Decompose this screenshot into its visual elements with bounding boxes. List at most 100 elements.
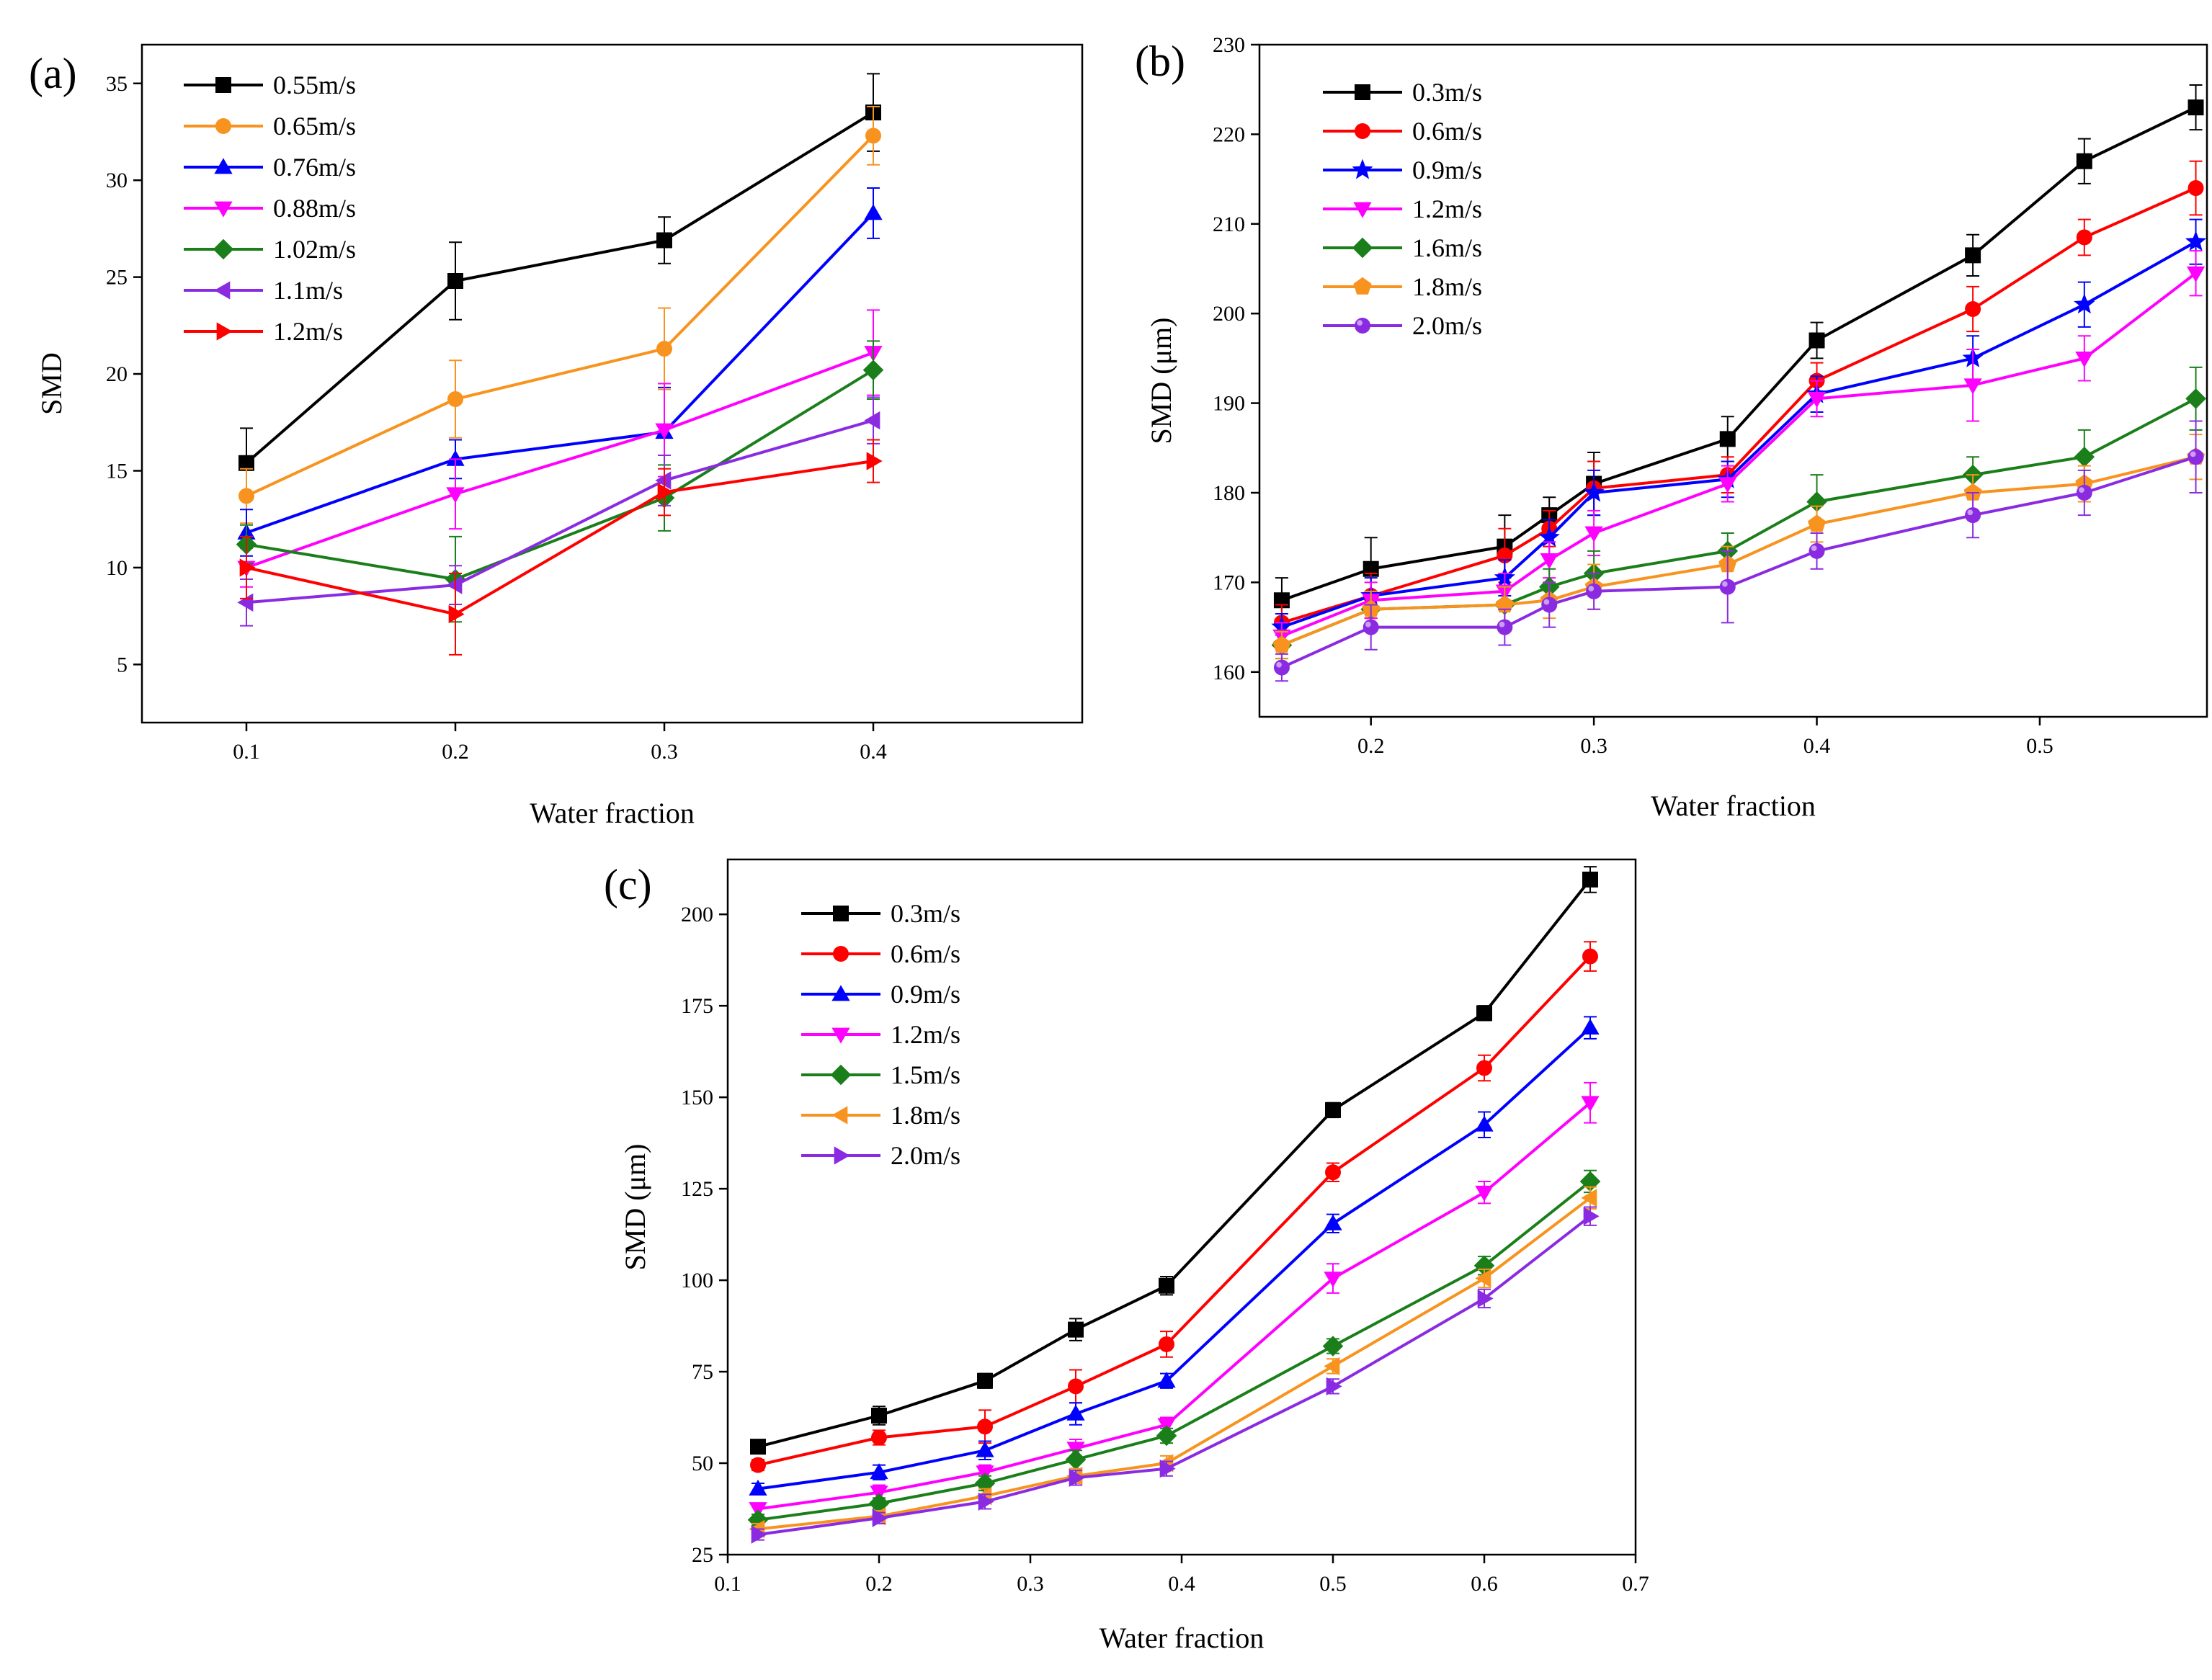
legend-marker [214, 201, 233, 218]
series-line [246, 351, 874, 569]
x-tick-label: 0.6 [1471, 1572, 1498, 1596]
series-0-6m-s [750, 941, 1598, 1473]
legend-label: 0.65m/s [273, 112, 356, 140]
legend-label: 1.8m/s [1412, 272, 1482, 301]
y-tick-label: 75 [692, 1360, 713, 1384]
data-point [657, 483, 674, 501]
data-point [2188, 180, 2204, 197]
data-point [978, 1492, 994, 1511]
data-point [749, 1479, 767, 1496]
series-line [1281, 106, 2197, 602]
data-point-highlight [2190, 451, 2196, 457]
legend-label: 0.3m/s [1412, 78, 1482, 107]
legend-label: 1.02m/s [273, 235, 356, 264]
data-point [1583, 481, 1605, 502]
y-tick-label: 50 [692, 1452, 713, 1475]
y-axis-label: SMD [35, 352, 68, 415]
legend-marker [214, 158, 233, 174]
data-point [977, 1418, 993, 1435]
legend-marker [831, 1027, 850, 1044]
y-axis-label: SMD (μm) [619, 1144, 651, 1271]
series-line [245, 111, 875, 465]
data-point [1065, 1449, 1087, 1470]
legend-marker [1353, 202, 1372, 218]
series-line [757, 1027, 1592, 1491]
data-point [446, 487, 465, 504]
data-point [1965, 300, 1981, 317]
y-axis-label: SMD (μm) [1145, 318, 1177, 444]
x-tick-label: 0.4 [1168, 1572, 1195, 1596]
legend-marker [834, 1146, 850, 1165]
data-point [1541, 597, 1558, 613]
x-tick-label: 0.4 [1803, 734, 1831, 758]
legend-label: 0.55m/s [273, 71, 356, 99]
legend-marker [1355, 84, 1370, 100]
y-tick-label: 25 [106, 266, 128, 290]
y-tick-label: 200 [1213, 302, 1245, 326]
y-tick-label: 15 [106, 459, 128, 483]
data-point [1808, 514, 1827, 532]
y-tick-label: 175 [681, 994, 713, 1018]
legend-marker [1352, 237, 1373, 259]
legend-marker [1355, 318, 1370, 334]
data-point [2186, 266, 2206, 282]
data-point [1495, 595, 1514, 613]
panel-label: (b) [1135, 37, 1185, 85]
legend-marker [1355, 123, 1370, 139]
legend-marker [214, 281, 231, 300]
legend-label: 0.88m/s [273, 194, 356, 223]
series-1-2m-s [239, 439, 883, 656]
data-point [1497, 619, 1513, 635]
data-point [448, 604, 465, 624]
data-point [872, 1509, 888, 1527]
data-point [446, 450, 465, 466]
series-line [1281, 240, 2197, 629]
legend-label: 1.2m/s [1412, 195, 1482, 223]
data-point [1066, 1404, 1085, 1421]
y-tick-label: 25 [692, 1543, 713, 1567]
series-line [1281, 187, 2197, 625]
y-tick-label: 160 [1213, 661, 1245, 684]
data-point [1965, 507, 1981, 524]
legend-label: 1.2m/s [891, 1020, 960, 1049]
series-line [1281, 272, 2197, 638]
data-point [238, 455, 254, 471]
legend-marker [213, 238, 234, 260]
data-point [1538, 526, 1560, 547]
data-point-highlight [1276, 661, 1282, 668]
legend-label: 0.6m/s [1412, 117, 1482, 146]
series-0-65m-s [238, 106, 881, 524]
x-tick-label: 0.4 [860, 740, 887, 764]
y-tick-label: 5 [117, 653, 128, 676]
data-point [1477, 1289, 1494, 1308]
legend-marker-highlight [1357, 320, 1363, 326]
data-point [870, 1463, 888, 1480]
data-point [864, 411, 880, 430]
data-point [977, 1372, 993, 1389]
series-line [246, 368, 875, 581]
x-axis-label: Water fraction [530, 797, 695, 829]
data-point [1324, 1357, 1340, 1376]
series-1-02m-s [236, 340, 884, 623]
series-0-9m-s [749, 1016, 1600, 1496]
x-tick-label: 0.2 [1357, 734, 1385, 758]
series-1-2m-s [749, 1081, 1600, 1519]
x-tick-label: 0.3 [1017, 1572, 1044, 1596]
data-point [1476, 1005, 1492, 1022]
data-point [1322, 1336, 1344, 1357]
data-point [1159, 1277, 1174, 1294]
data-point [1326, 1377, 1342, 1396]
x-tick-label: 0.2 [442, 740, 469, 764]
data-point [862, 359, 884, 380]
data-point [1540, 553, 1558, 569]
x-tick-label: 0.7 [1622, 1572, 1649, 1596]
data-point-highlight [1811, 545, 1817, 551]
data-point [656, 341, 672, 357]
legend-label: 1.2m/s [273, 317, 343, 346]
x-tick-label: 0.3 [651, 740, 678, 764]
data-point [1586, 583, 1602, 599]
data-point [1719, 431, 1736, 447]
data-point [1475, 1115, 1494, 1132]
panel-c-chart: 0.1 0.2 0.3 0.4 0.5 0.6 0.7 25 50 75 100 125 150 175 2… [604, 858, 1649, 1654]
data-point [2188, 449, 2204, 465]
